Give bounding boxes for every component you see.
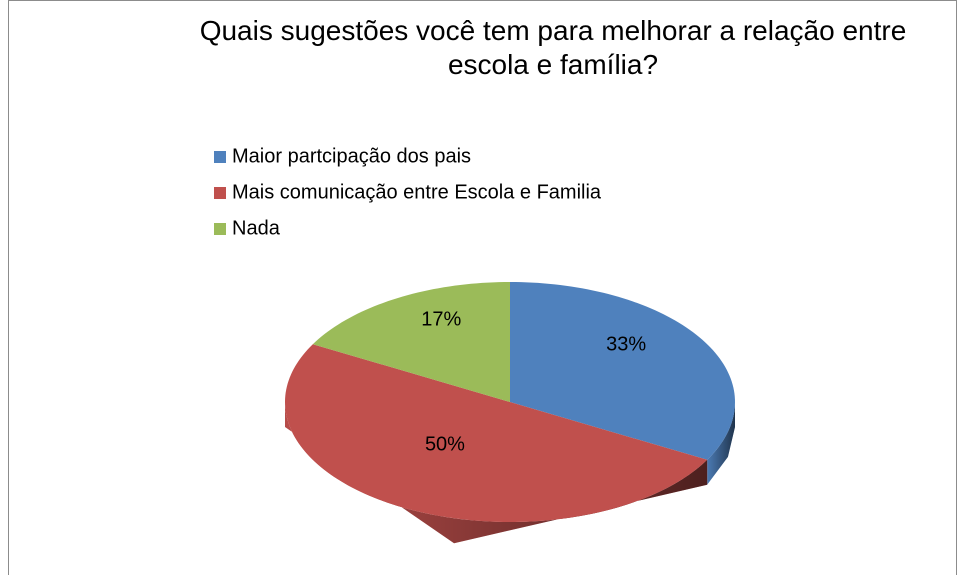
slice	[285, 344, 708, 522]
legend-label: Maior partcipação dos pais	[232, 145, 471, 167]
legend-swatch	[214, 151, 226, 163]
data-label: 33%	[606, 334, 646, 356]
legend-swatch	[214, 223, 226, 235]
data-label: 50%	[425, 433, 465, 455]
slice	[312, 282, 510, 402]
slice	[510, 282, 735, 460]
legend-swatch	[214, 187, 226, 199]
legend-label: Nada	[232, 217, 281, 239]
chart-title: Quais sugestões você tem para melhorar a…	[199, 15, 907, 80]
chart-frame	[8, 0, 957, 575]
slice-side-shade	[707, 402, 735, 485]
data-label: 17%	[421, 308, 461, 330]
legend-label: Mais comunicação entre Escola e Familia	[232, 181, 602, 203]
